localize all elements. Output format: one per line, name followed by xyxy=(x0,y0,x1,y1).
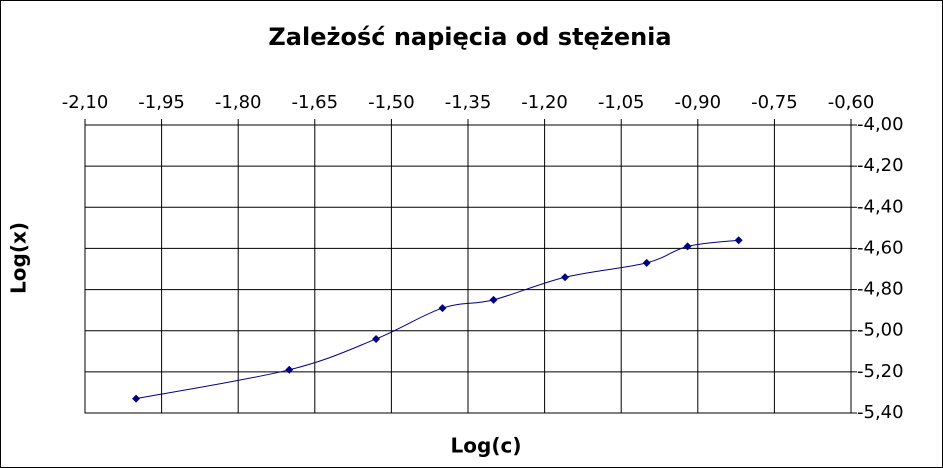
x-tick-label: -1,65 xyxy=(292,92,339,113)
x-tick-label: -1,05 xyxy=(598,92,645,113)
data-point xyxy=(642,258,651,267)
data-point xyxy=(132,394,141,403)
x-tick-label: -0,60 xyxy=(828,92,875,113)
x-tick-label: -1,95 xyxy=(138,92,185,113)
data-point xyxy=(683,242,692,251)
data-point xyxy=(561,273,570,282)
x-tick-label: -1,35 xyxy=(445,92,492,113)
x-tick-label: -1,80 xyxy=(215,92,262,113)
x-tick-label: -1,20 xyxy=(521,92,568,113)
x-tick-label: -2,10 xyxy=(62,92,109,113)
y-tick-label: -4,40 xyxy=(857,196,904,217)
y-tick-label: -5,40 xyxy=(857,402,904,423)
x-tick-label: -0,90 xyxy=(675,92,722,113)
data-point xyxy=(438,304,447,313)
y-axis-label: Log(x) xyxy=(7,222,31,294)
y-tick-label: -4,20 xyxy=(857,155,904,176)
x-tick-label: -1,50 xyxy=(368,92,415,113)
data-point xyxy=(372,334,381,343)
data-point xyxy=(285,365,294,374)
y-tick-label: -5,20 xyxy=(857,361,904,382)
data-point xyxy=(489,295,498,304)
x-axis-label: Log(c) xyxy=(451,434,522,458)
x-tick-label: -0,75 xyxy=(751,92,798,113)
y-tick-label: -4,60 xyxy=(857,237,904,258)
data-point xyxy=(734,236,743,245)
chart-title: Zależość napięcia od stężenia xyxy=(268,23,671,51)
y-tick-label: -4,80 xyxy=(857,279,904,300)
y-tick-label: -4,00 xyxy=(857,114,904,135)
y-tick-label: -5,00 xyxy=(857,320,904,341)
